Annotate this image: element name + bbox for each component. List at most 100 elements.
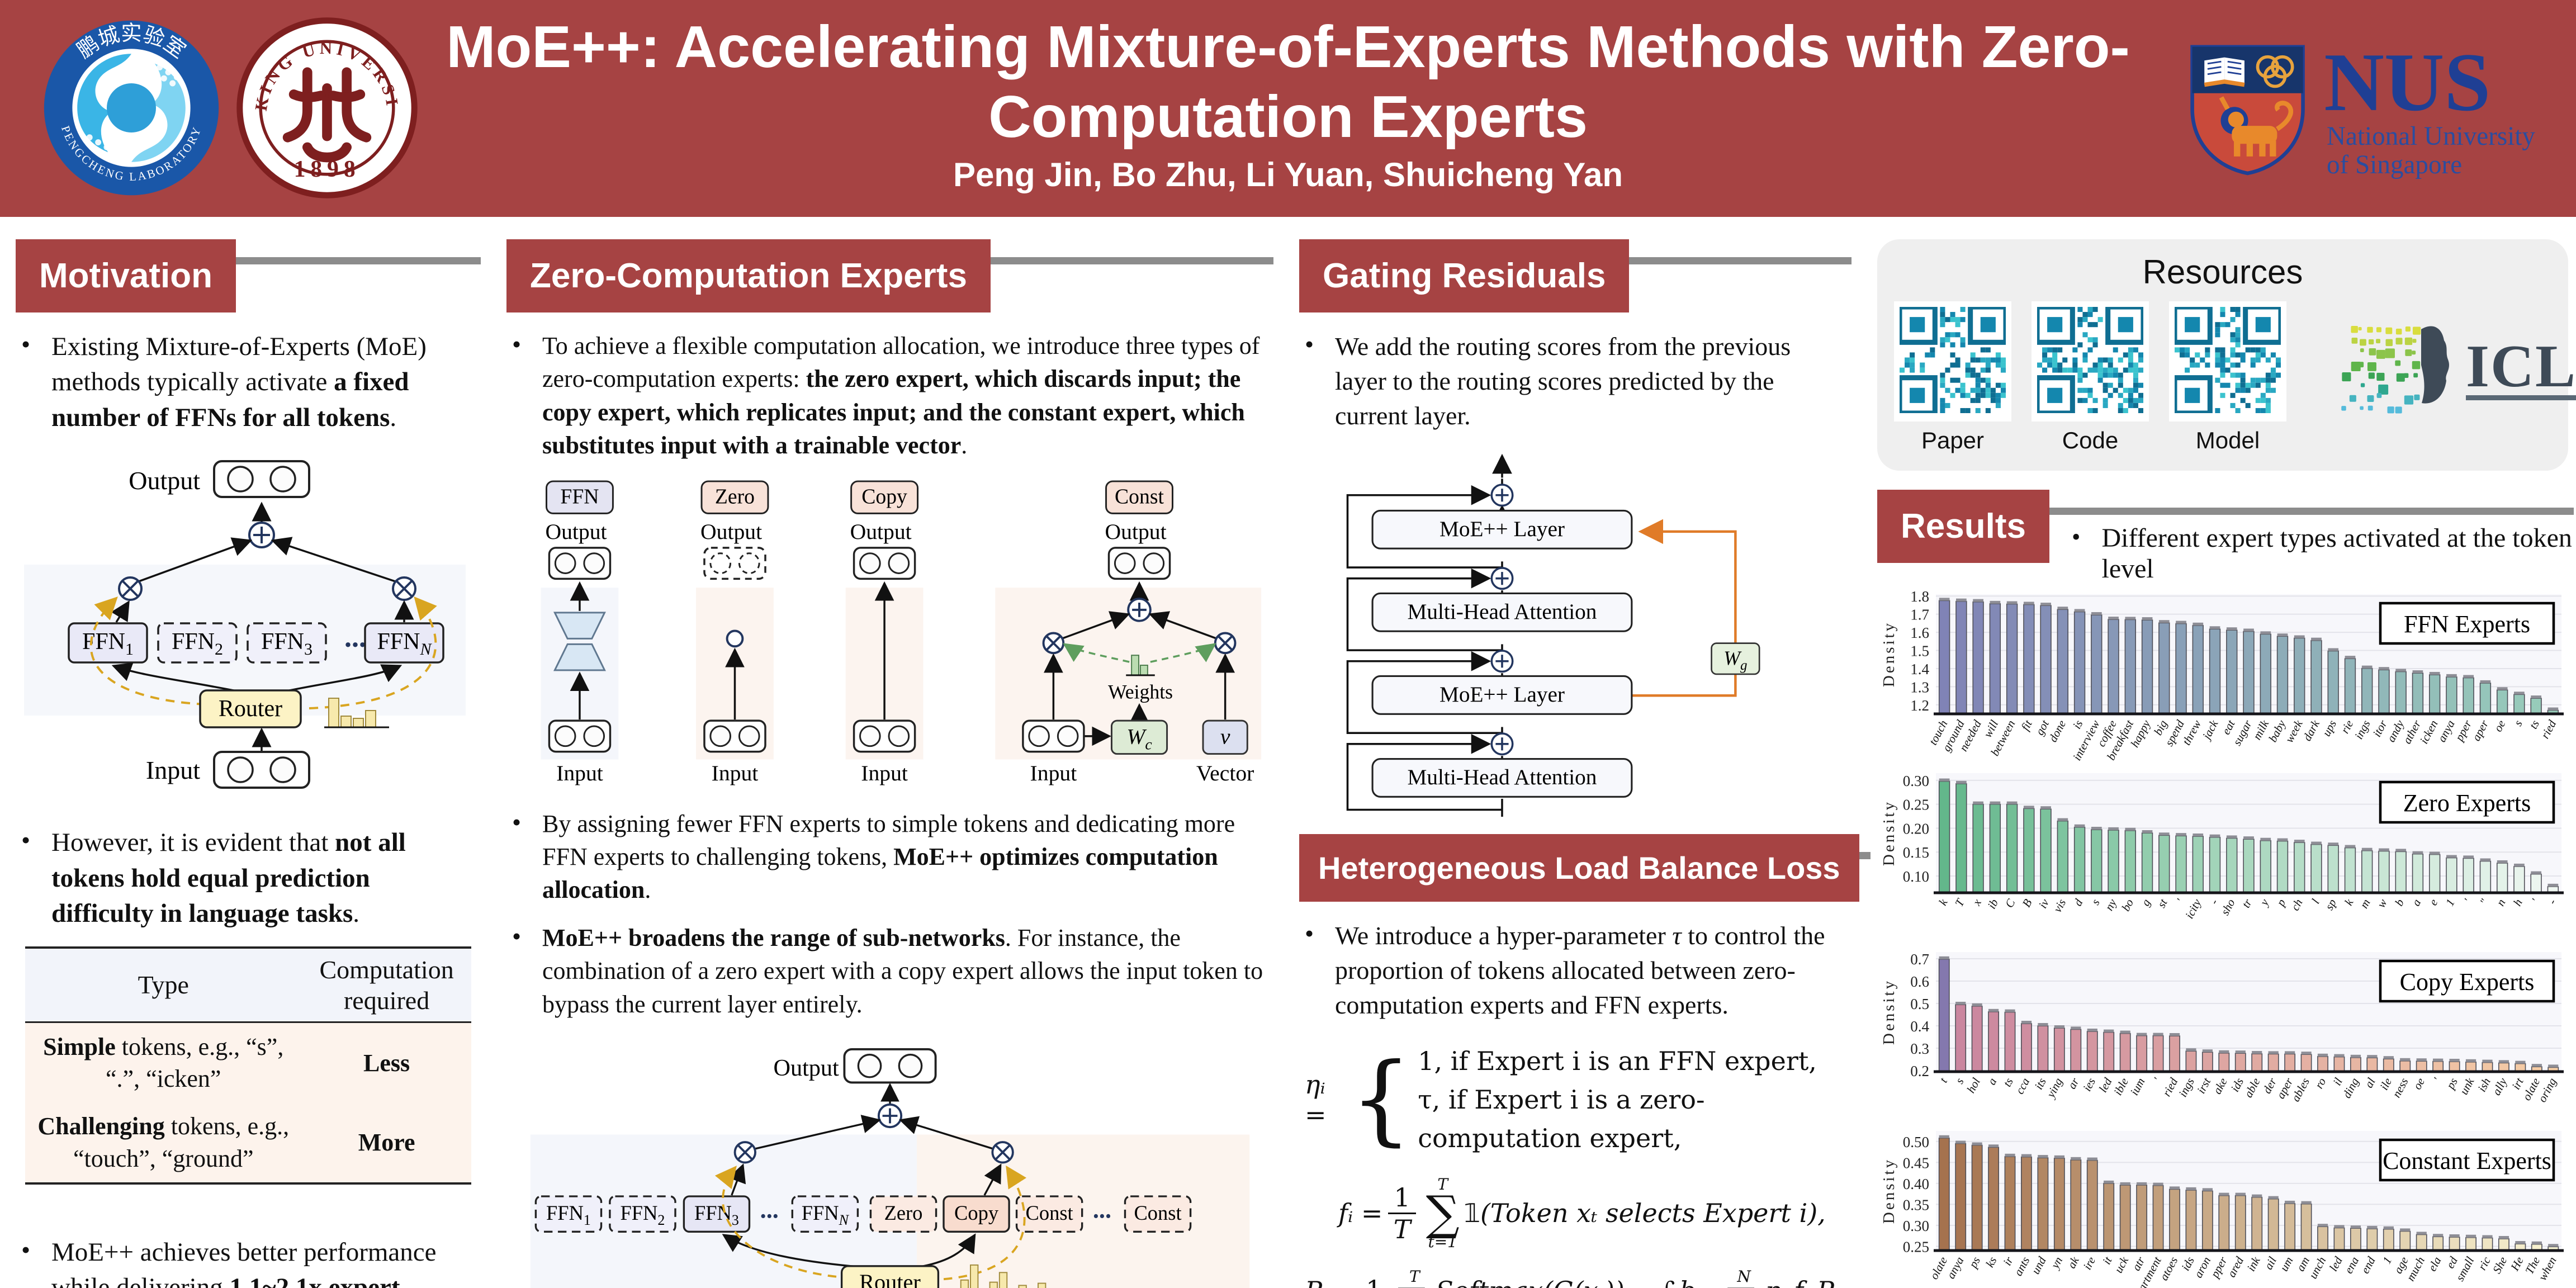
qr-paper-label: Paper — [1921, 427, 1985, 453]
router-histogram-icon — [324, 698, 389, 728]
svg-text:ir: ir — [2000, 1254, 2016, 1267]
svg-text:": " — [2477, 897, 2491, 907]
svg-text:0.20: 0.20 — [1903, 820, 1929, 837]
svg-text:bo: bo — [2119, 897, 2136, 913]
qr-code-label: Code — [2062, 427, 2119, 453]
svg-text:ings: ings — [2352, 718, 2373, 741]
expert-types-diagram: FFN Zero Copy Const Output Output Output… — [541, 480, 1262, 785]
wc-box-label: Wc — [1126, 724, 1152, 753]
moepp-architecture-diagram: Output FFN1 — [530, 1048, 1250, 1288]
router-box-label: Router — [859, 1270, 921, 1288]
nus-logo: NUS National University of Singapore — [2179, 22, 2548, 198]
nus-line2: of Singapore — [2327, 150, 2462, 179]
svg-text:1.4: 1.4 — [1910, 661, 1929, 678]
svg-text:sho: sho — [2218, 897, 2238, 917]
svg-text:ib: ib — [1985, 897, 2001, 911]
svg-text:k: k — [2342, 896, 2356, 907]
section-header-gating: Gating Residuals — [1299, 239, 1852, 312]
table-header-computation: Computation required — [301, 947, 472, 1022]
multiply-node-left — [733, 1141, 756, 1164]
svg-text:': ' — [2529, 897, 2542, 906]
results-bullet: • Different expert types activated at th… — [2071, 523, 2572, 584]
svg-text:': ' — [2461, 897, 2475, 906]
svg-text:FFN3: FFN3 — [694, 1201, 739, 1228]
svg-text:anya: anya — [1944, 1254, 1966, 1281]
svg-text:unch: unch — [2306, 1254, 2328, 1281]
svg-text:uck: uck — [2111, 1254, 2131, 1275]
ffn3-box-label: FFN3 — [261, 629, 312, 659]
svg-text:0.6: 0.6 — [1910, 973, 1929, 990]
svg-text:0.30: 0.30 — [1903, 1218, 1929, 1234]
svg-text:icken: icken — [2417, 718, 2441, 746]
motivation-bullet-3: • MoE++ achieves better performance whil… — [21, 1235, 437, 1288]
section-rule — [1859, 852, 1871, 860]
svg-text:w: w — [2374, 897, 2390, 910]
multiply-node-left — [1042, 632, 1065, 654]
svg-text:k: k — [1936, 896, 1950, 907]
svg-text:m: m — [2357, 897, 2373, 911]
output-label: Output — [773, 1055, 839, 1081]
svg-text:tr: tr — [2239, 896, 2255, 910]
multiply-node-right — [991, 1141, 1014, 1164]
column-motivation: Motivation • Existing Mixture-of-Experts… — [16, 239, 481, 1288]
chart-constant-experts: 0.25 0.30 0.35 0.40 0.45 0.50 Density olateanya… — [1880, 1131, 2564, 1288]
svg-text:': ' — [2174, 897, 2187, 906]
svg-text:atoes: atoes — [2157, 1254, 2180, 1282]
equation-pi-lb: Pᵢ = 1T T∑t=1 Softmax(G(xₜ))ᵢ , ℒ𝑏 = N∑i… — [1305, 1269, 1852, 1288]
resources-title: Resources — [2142, 253, 2303, 291]
svg-text:ness: ness — [2389, 1076, 2411, 1100]
svg-text:sp: sp — [2322, 897, 2339, 912]
copy-chip-label: Copy — [861, 485, 907, 508]
moe-layer-box: MoE++ Layer — [1439, 517, 1565, 541]
table-header-type: Type — [25, 947, 302, 1022]
svg-text:b: b — [2392, 897, 2407, 908]
poster-header: 鹏城实验室 PENGCHENG LABORATORY PEKING UNIVER… — [0, 0, 2576, 217]
svg-text:sugar: sugar — [2230, 717, 2255, 747]
nus-line1: National University — [2327, 122, 2535, 151]
svg-text:s: s — [1953, 1076, 1967, 1086]
svg-text:Copy Experts: Copy Experts — [2400, 968, 2535, 996]
svg-text:0.45: 0.45 — [1903, 1154, 1929, 1171]
svg-text:oe: oe — [2491, 718, 2508, 734]
poster-authors: Peng Jin, Bo Zhu, Li Yuan, Shuicheng Yan — [953, 156, 1623, 194]
wg-box-label: Wg — [1723, 647, 1747, 673]
svg-text:0.4: 0.4 — [1910, 1018, 1929, 1035]
poster-body: Motivation • Existing Mixture-of-Experts… — [0, 217, 2576, 1288]
moe-layer-box: MoE++ Layer — [1439, 683, 1565, 707]
svg-text:ire: ire — [2080, 1254, 2098, 1272]
svg-text:Zero Experts: Zero Experts — [2403, 789, 2531, 817]
svg-text:x: x — [1969, 896, 1984, 908]
svg-text:oe: oe — [2411, 1076, 2427, 1092]
multiply-node-left — [118, 576, 143, 602]
svg-text:Copy: Copy — [954, 1201, 999, 1224]
chart-ffn-experts: 1.21.31.41.51.61.71.8Densitytouchgroundn… — [1880, 588, 2564, 763]
svg-text:FFN1: FFN1 — [546, 1201, 591, 1228]
svg-text:ried: ried — [2160, 1076, 2180, 1099]
section-header-zce: Zero-Computation Experts — [506, 239, 1273, 312]
svg-text:0.3: 0.3 — [1910, 1040, 1929, 1057]
input-label: Input — [146, 756, 200, 784]
zce-bullet-3: • MoE++ broadens the range of sub-networ… — [512, 921, 1263, 1018]
svg-text:pper: pper — [2452, 717, 2475, 744]
ffnN-box-label: FFNN — [377, 629, 432, 659]
const-chip-label: Const — [1115, 485, 1164, 508]
output-label: Output — [129, 466, 200, 495]
section-title-zce: Zero-Computation Experts — [506, 239, 991, 312]
svg-text:Zero: Zero — [884, 1201, 923, 1224]
gating-residuals-diagram: MoE++ Layer Multi-Head Attention MoE++ L… — [1346, 453, 1760, 817]
input-label: Input — [861, 761, 908, 785]
nus-lion-icon — [2219, 96, 2294, 157]
svg-text:ake: ake — [2210, 1076, 2230, 1096]
svg-text:l: l — [2309, 897, 2322, 906]
loss-bullet-1: • We introduce a hyper-parameter τ to co… — [1305, 919, 1825, 1020]
svg-text:0.25: 0.25 — [1903, 797, 1929, 813]
qr-model: Model — [2169, 301, 2286, 454]
svg-text:ch: ch — [2288, 897, 2305, 913]
svg-text:end: end — [2358, 1254, 2378, 1276]
svg-text:al: al — [2362, 1076, 2378, 1090]
svg-text:anya: anya — [2435, 718, 2457, 744]
svg-text:jack: jack — [2199, 717, 2220, 742]
svg-text:d: d — [2071, 897, 2085, 908]
svg-text:irst: irst — [2194, 1075, 2214, 1096]
